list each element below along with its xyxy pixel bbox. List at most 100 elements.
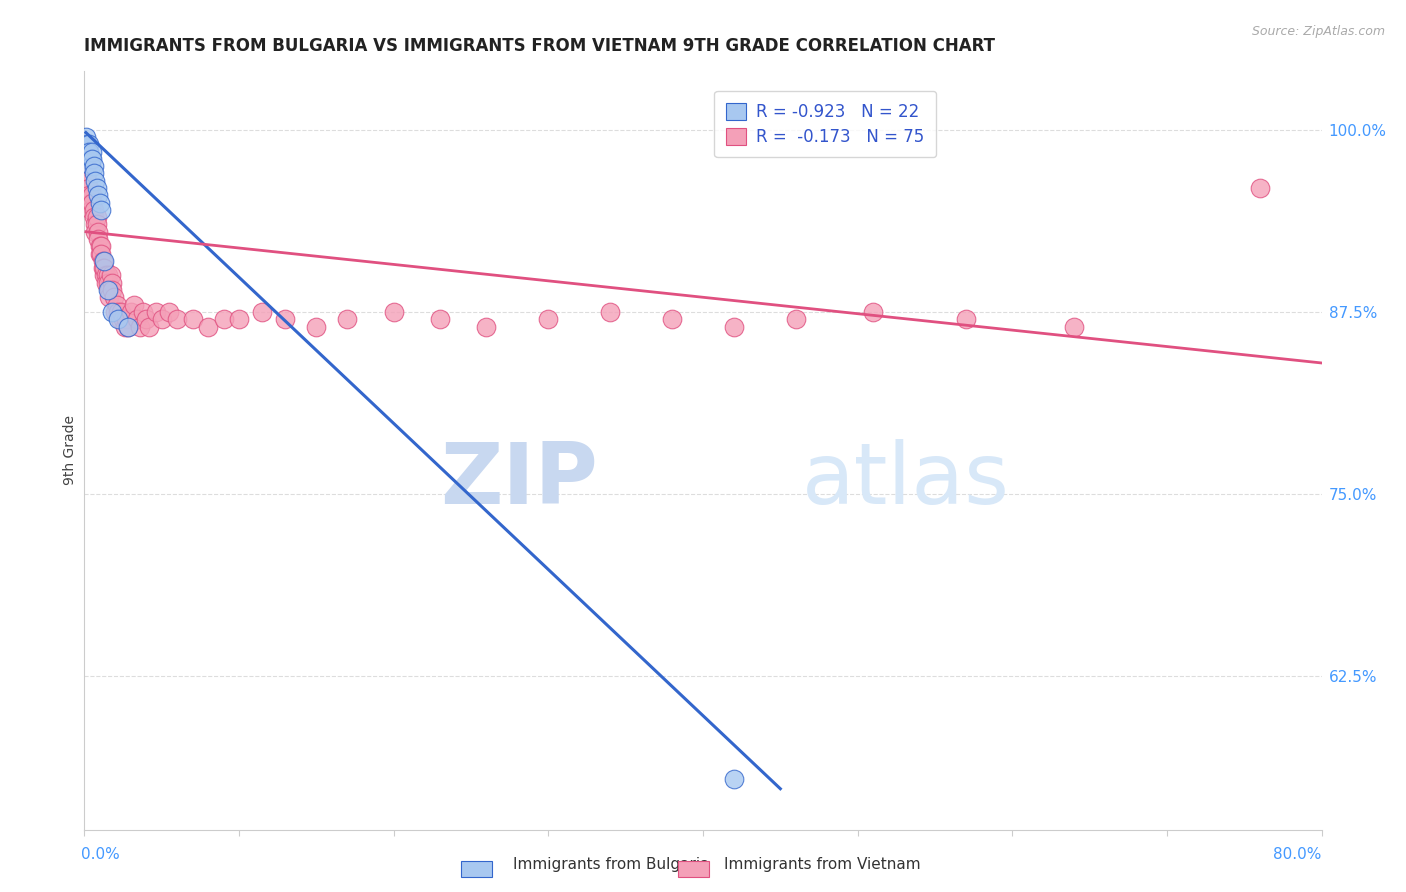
Point bbox=[79, 152, 101, 166]
Point bbox=[274, 312, 297, 326]
Point bbox=[108, 312, 131, 326]
Text: Immigrants from Bulgaria: Immigrants from Bulgaria bbox=[513, 857, 710, 872]
Point bbox=[305, 319, 328, 334]
Point bbox=[117, 319, 139, 334]
Point bbox=[150, 312, 173, 326]
Point bbox=[93, 268, 115, 283]
Point bbox=[87, 232, 110, 246]
Point bbox=[77, 181, 100, 195]
Point bbox=[120, 305, 142, 319]
Point bbox=[122, 298, 145, 312]
Point bbox=[77, 145, 100, 159]
Point bbox=[228, 312, 250, 326]
Point bbox=[96, 276, 118, 290]
Point bbox=[83, 210, 105, 224]
Point bbox=[125, 312, 148, 326]
Point bbox=[86, 210, 108, 224]
Point bbox=[599, 305, 621, 319]
Point bbox=[103, 290, 125, 304]
Point bbox=[84, 218, 107, 232]
Point bbox=[76, 145, 98, 159]
Point bbox=[94, 276, 117, 290]
Point bbox=[114, 319, 136, 334]
Point bbox=[86, 218, 108, 232]
Point bbox=[91, 261, 114, 276]
Text: Immigrants from Vietnam: Immigrants from Vietnam bbox=[724, 857, 921, 872]
Point bbox=[84, 174, 107, 188]
Point bbox=[75, 130, 97, 145]
Point bbox=[475, 319, 498, 334]
Legend: R = -0.923   N = 22, R =  -0.173   N = 75: R = -0.923 N = 22, R = -0.173 N = 75 bbox=[714, 91, 936, 157]
Point bbox=[77, 137, 100, 152]
Point bbox=[84, 225, 107, 239]
Point bbox=[82, 195, 104, 210]
Point bbox=[76, 166, 98, 180]
Point bbox=[115, 312, 138, 326]
Point bbox=[83, 159, 105, 173]
Point bbox=[955, 312, 977, 326]
Point bbox=[1063, 319, 1085, 334]
Point bbox=[250, 305, 273, 319]
Y-axis label: 9th Grade: 9th Grade bbox=[63, 416, 77, 485]
Point bbox=[129, 319, 152, 334]
Point bbox=[96, 283, 118, 297]
Point bbox=[83, 202, 105, 217]
Point bbox=[862, 305, 884, 319]
Point bbox=[138, 319, 160, 334]
Point bbox=[98, 290, 121, 304]
Point bbox=[76, 137, 98, 152]
Point bbox=[723, 772, 745, 786]
Point bbox=[82, 152, 104, 166]
Point bbox=[93, 253, 115, 268]
Point bbox=[91, 253, 114, 268]
Text: Source: ZipAtlas.com: Source: ZipAtlas.com bbox=[1251, 25, 1385, 38]
Text: ZIP: ZIP bbox=[440, 439, 598, 523]
Point bbox=[76, 174, 98, 188]
Point bbox=[89, 239, 111, 253]
Point bbox=[83, 166, 105, 180]
Point bbox=[90, 202, 112, 217]
Point bbox=[82, 188, 104, 202]
Point bbox=[79, 202, 101, 217]
Point bbox=[723, 319, 745, 334]
Point bbox=[145, 305, 167, 319]
Point bbox=[537, 312, 560, 326]
Point bbox=[82, 145, 104, 159]
Point bbox=[87, 188, 110, 202]
Point bbox=[77, 188, 100, 202]
Point bbox=[89, 195, 111, 210]
Point bbox=[110, 305, 132, 319]
Point bbox=[105, 298, 128, 312]
Point bbox=[101, 283, 124, 297]
Point bbox=[107, 312, 129, 326]
Point bbox=[96, 268, 118, 283]
Point bbox=[86, 181, 108, 195]
Point bbox=[104, 305, 127, 319]
Text: IMMIGRANTS FROM BULGARIA VS IMMIGRANTS FROM VIETNAM 9TH GRADE CORRELATION CHART: IMMIGRANTS FROM BULGARIA VS IMMIGRANTS F… bbox=[84, 37, 995, 54]
Point bbox=[75, 159, 97, 173]
Point bbox=[101, 276, 124, 290]
Point bbox=[79, 159, 101, 173]
Point bbox=[87, 225, 110, 239]
Point bbox=[429, 312, 451, 326]
Point bbox=[94, 268, 117, 283]
Point bbox=[79, 195, 101, 210]
Point bbox=[90, 239, 112, 253]
Point bbox=[132, 305, 155, 319]
Point bbox=[212, 312, 235, 326]
Point bbox=[93, 261, 115, 276]
Point bbox=[98, 283, 121, 297]
Point bbox=[382, 305, 405, 319]
Point bbox=[101, 305, 124, 319]
Point bbox=[90, 246, 112, 260]
Point bbox=[112, 312, 135, 326]
Text: 0.0%: 0.0% bbox=[82, 847, 120, 862]
Point bbox=[159, 305, 180, 319]
Point bbox=[785, 312, 807, 326]
Point bbox=[135, 312, 157, 326]
Point bbox=[181, 312, 204, 326]
Point bbox=[661, 312, 683, 326]
Point bbox=[107, 305, 129, 319]
Text: atlas: atlas bbox=[801, 439, 1010, 523]
Point bbox=[166, 312, 188, 326]
